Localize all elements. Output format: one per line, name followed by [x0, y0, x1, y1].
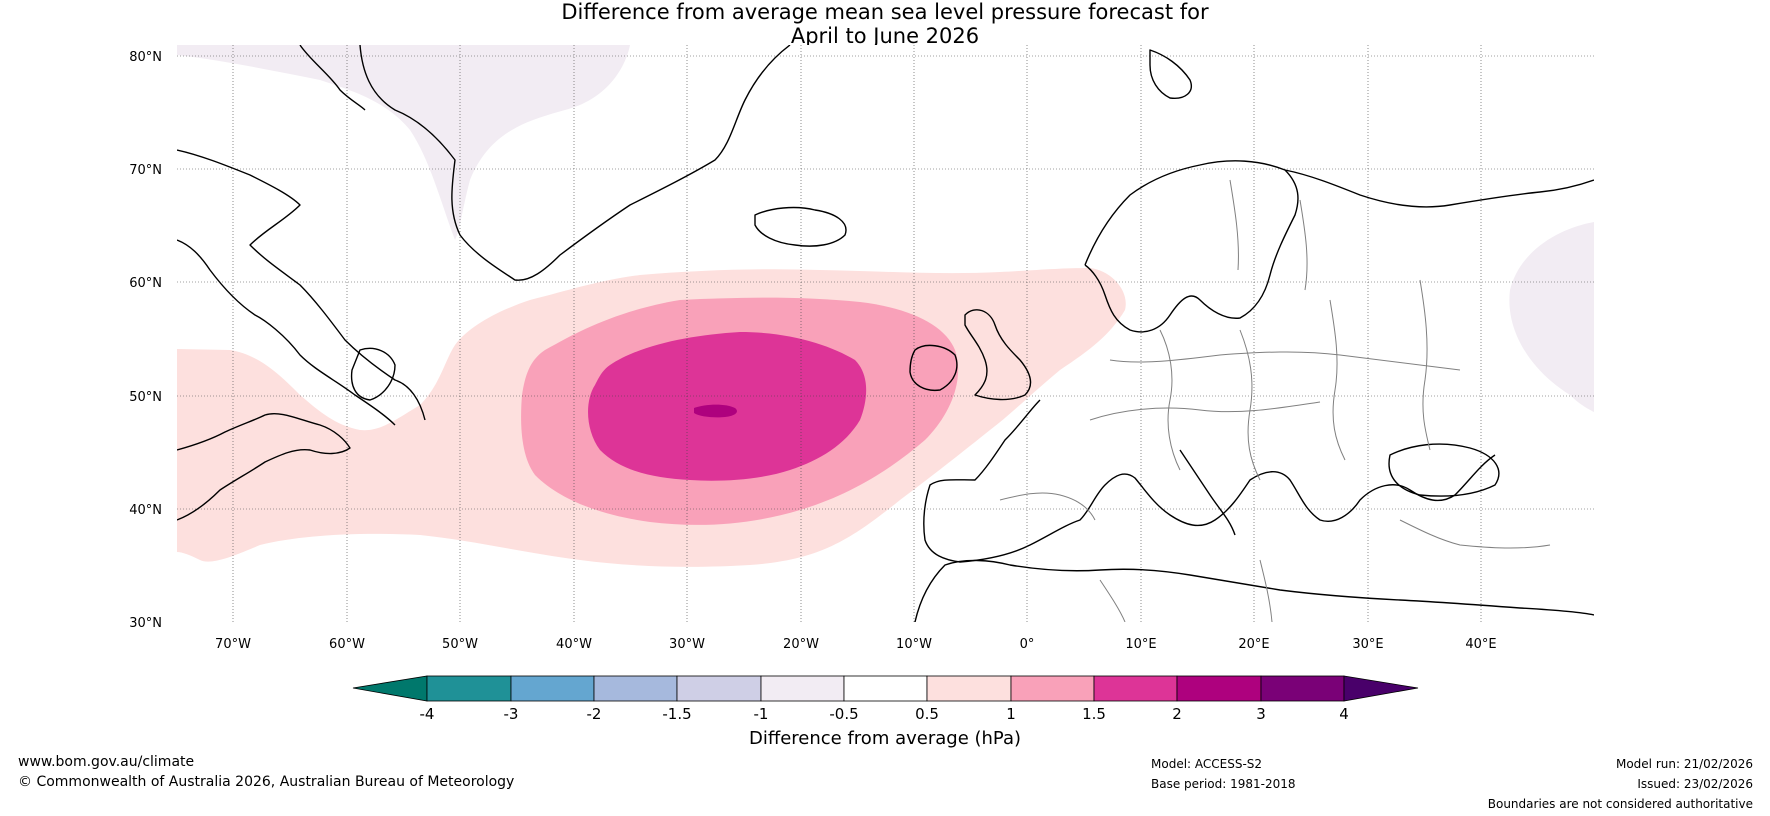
cb-tick-neg1: -1 [754, 705, 769, 723]
coast-nova-scotia [177, 413, 351, 521]
footer-disclaimer: Boundaries are not considered authoritat… [1487, 797, 1753, 811]
colorbar-swatch-1 [426, 675, 512, 702]
gridlines [177, 45, 1594, 622]
country-borders [999, 179, 1551, 622]
longitude-labels: 70°W 60°W 50°W 40°W 30°W 20°W 10°W 0° 10… [215, 637, 1497, 652]
colorbar-extend-high [1343, 675, 1419, 702]
negative-anomaly-greenland [177, 45, 630, 240]
latitude-labels: 80°N 70°N 60°N 50°N 40°N 30°N [129, 50, 162, 631]
footer-website: www.bom.gov.au/climate [18, 754, 195, 770]
coast-iceland [754, 206, 847, 247]
coast-italy [1179, 449, 1236, 536]
footer-copyright: © Commonwealth of Australia 2026, Austra… [18, 774, 515, 790]
lon-label-40w: 40°W [556, 637, 592, 652]
coast-greenland-west [299, 45, 366, 111]
colorbar-swatch-7 [926, 675, 1012, 702]
coast-kola [1284, 169, 1594, 208]
coast-north-africa [914, 559, 1594, 622]
cb-tick-4: 4 [1339, 705, 1349, 723]
title-line-2: April to June 2026 [790, 24, 980, 48]
colorbar-swatch-11 [1260, 675, 1345, 702]
coast-scandinavia [1084, 160, 1299, 333]
colorbar-swatch-8 [1010, 675, 1095, 702]
footer-model-run: Model run: 21/02/2026 [1615, 757, 1753, 771]
cb-tick-1: 1 [1006, 705, 1016, 723]
colorbar-swatch-5 [760, 675, 845, 702]
lat-label-60n: 60°N [129, 276, 162, 291]
lat-label-40n: 40°N [129, 503, 162, 518]
coast-great-britain [964, 309, 1032, 401]
footer-issued: Issued: 23/02/2026 [1637, 777, 1753, 791]
coast-greenland [359, 45, 791, 281]
map-title: Difference from average mean sea level p… [0, 0, 1770, 48]
lon-label-20e: 20°E [1238, 637, 1269, 652]
colorbar-tick-labels: -4 -3 -2 -1.5 -1 -0.5 0.5 1 1.5 2 3 4 [420, 705, 1349, 723]
coast-baffin [177, 149, 426, 421]
title-line-1: Difference from average mean sea level p… [561, 0, 1209, 24]
lon-label-30w: 30°W [669, 637, 705, 652]
lon-label-40e: 40°E [1465, 637, 1496, 652]
lat-label-70n: 70°N [129, 163, 162, 178]
lon-label-10w: 10°W [896, 637, 932, 652]
cb-tick-0-5: 0.5 [915, 705, 939, 723]
coast-black-sea [1388, 443, 1500, 497]
anomaly-layer [177, 45, 1594, 567]
colorbar-swatch-3 [593, 675, 678, 702]
lon-label-30e: 30°E [1352, 637, 1383, 652]
cb-tick-1-5: 1.5 [1082, 705, 1106, 723]
colorbar [352, 675, 1419, 702]
coast-western-europe [923, 399, 1496, 563]
cb-tick-neg4: -4 [420, 705, 435, 723]
lat-label-30n: 30°N [129, 616, 162, 631]
coast-ireland [909, 344, 958, 392]
coast-labrador [177, 239, 396, 426]
cb-tick-neg2: -2 [587, 705, 602, 723]
lon-label-10e: 10°E [1125, 637, 1156, 652]
colorbar-title: Difference from average (hPa) [748, 728, 1022, 749]
coast-svalbard [1149, 49, 1192, 99]
lon-label-20w: 20°W [783, 637, 819, 652]
colorbar-swatch-6 [843, 675, 928, 702]
footer-model: Model: ACCESS-S2 [1151, 757, 1263, 771]
colorbar-swatch-4 [676, 675, 762, 702]
cb-tick-neg0-5: -0.5 [829, 705, 858, 723]
coast-newfoundland [350, 347, 396, 401]
lon-label-60w: 60°W [329, 637, 365, 652]
lon-label-70w: 70°W [215, 637, 251, 652]
colorbar-extend-low [352, 675, 428, 702]
cb-tick-neg1-5: -1.5 [662, 705, 691, 723]
cb-tick-3: 3 [1256, 705, 1266, 723]
colorbar-swatch-2 [510, 675, 595, 702]
lat-label-50n: 50°N [129, 390, 162, 405]
lon-label-50w: 50°W [442, 637, 478, 652]
negative-anomaly-russia [1509, 222, 1594, 412]
lon-label-0: 0° [1020, 637, 1035, 652]
footer-base-period: Base period: 1981-2018 [1151, 777, 1296, 791]
cb-tick-2: 2 [1172, 705, 1182, 723]
colorbar-swatch-9 [1093, 675, 1178, 702]
lat-label-80n: 80°N [129, 50, 162, 65]
coastlines [177, 45, 1594, 622]
colorbar-swatch-10 [1176, 675, 1262, 702]
positive-anomaly-2-3 [694, 404, 737, 418]
cb-tick-neg3: -3 [504, 705, 519, 723]
